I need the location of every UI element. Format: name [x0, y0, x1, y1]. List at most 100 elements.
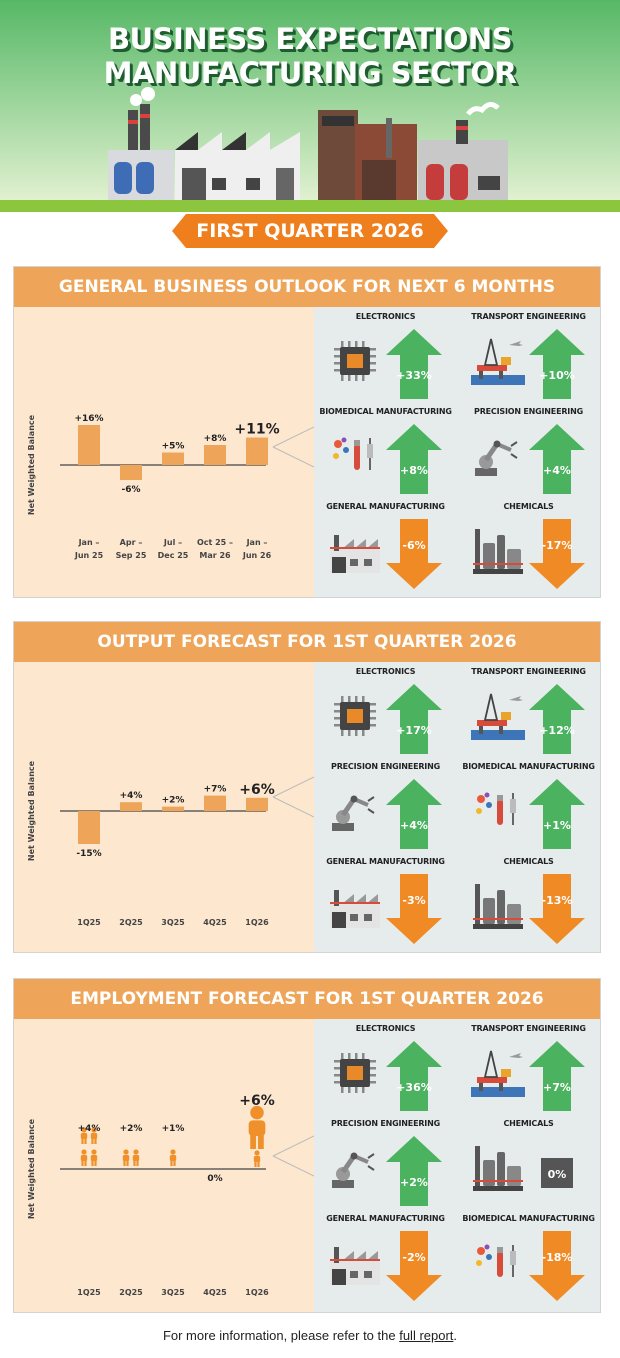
quarter-banner: FIRST QUARTER 2026 [172, 214, 448, 248]
sector-card: BIOMEDICAL MANUFACTURING +1% [457, 757, 600, 850]
category-label: Oct 25 – [197, 538, 233, 547]
title-line-1: BUSINESS EXPECTATIONS [107, 22, 513, 56]
sector-name: TRANSPORT ENGINEERING [471, 1024, 586, 1033]
sector-value: -2% [402, 1251, 425, 1264]
sector-card: GENERAL MANUFACTURING -2% [314, 1209, 457, 1302]
category-label: 3Q25 [161, 918, 185, 927]
sector-card: ELECTRONICS +33% [314, 307, 457, 400]
person-icon [90, 1149, 98, 1166]
chemical-plant-icon [473, 884, 523, 929]
sector-value: +10% [539, 369, 575, 382]
bar [162, 452, 184, 465]
sector-card: PRECISION ENGINEERING +4% [457, 402, 600, 495]
sector-value: +12% [539, 724, 575, 737]
bar [120, 465, 142, 480]
data-label: -15% [76, 849, 101, 859]
pointer-line [272, 1135, 314, 1157]
data-label: +6% [239, 782, 275, 798]
bar [246, 437, 268, 465]
person-icon [169, 1149, 177, 1166]
full-report-link[interactable]: full report [399, 1328, 454, 1343]
data-label: +7% [204, 785, 227, 795]
panel-title: OUTPUT FORECAST FOR 1ST QUARTER 2026 [14, 622, 600, 662]
arrow-up-icon: +4% [529, 424, 585, 494]
sector-card: BIOMEDICAL MANUFACTURING +8% [314, 402, 457, 495]
sector-value: +7% [543, 1081, 571, 1094]
person-icon [132, 1149, 140, 1166]
output-chart: Net Weighted Balance -15% 1Q25 +4% 2Q25 +2% 3Q… [27, 760, 314, 927]
category-label: 2Q25 [119, 1288, 143, 1297]
panel-title: GENERAL BUSINESS OUTLOOK FOR NEXT 6 MONT… [14, 267, 600, 307]
data-label: +2% [120, 1124, 143, 1134]
chip-icon [334, 1053, 376, 1093]
data-label: +1% [162, 1124, 185, 1134]
chip-icon [334, 696, 376, 736]
category-label: 1Q25 [77, 918, 101, 927]
footer-period: . [453, 1328, 458, 1343]
y-axis-label: Net Weighted Balance [27, 414, 36, 515]
category-label: Jul – [163, 538, 182, 547]
quarter-label: FIRST QUARTER 2026 [196, 220, 424, 242]
sector-name: PRECISION ENGINEERING [331, 1119, 440, 1128]
category-label: 2Q25 [119, 918, 143, 927]
y-axis-label: Net Weighted Balance [27, 760, 36, 861]
pointer-line [272, 796, 314, 818]
factory-skyline-illustration [0, 0, 620, 212]
arrow-down-icon: -17% [529, 519, 585, 589]
arrow-down-icon: -18% [529, 1231, 585, 1301]
sector-name: BIOMEDICAL MANUFACTURING [462, 1214, 595, 1223]
y-axis-label: Net Weighted Balance [27, 1118, 36, 1219]
category-label: 1Q25 [77, 1288, 101, 1297]
sector-name: ELECTRONICS [355, 1024, 416, 1033]
sector-name: CHEMICALS [503, 857, 554, 866]
person-icon [80, 1149, 88, 1166]
sector-card: ELECTRONICS +17% [314, 662, 457, 755]
data-label: +4% [78, 1124, 101, 1134]
biomedical-icon [476, 792, 516, 825]
person-icon [253, 1150, 261, 1167]
arrow-up-icon: +1% [529, 779, 585, 849]
sector-name: CHEMICALS [503, 1119, 554, 1128]
sector-card: TRANSPORT ENGINEERING +10% [457, 307, 600, 400]
arrow-up-icon: +8% [386, 424, 442, 494]
sector-card: BIOMEDICAL MANUFACTURING -18% [457, 1209, 600, 1302]
bar [120, 802, 142, 811]
sector-name: PRECISION ENGINEERING [474, 407, 583, 416]
category-label: 4Q25 [203, 1288, 227, 1297]
sector-card: GENERAL MANUFACTURING -3% [314, 852, 457, 945]
outlook-panel: GENERAL BUSINESS OUTLOOK FOR NEXT 6 MONT… [13, 266, 601, 598]
bar [246, 797, 268, 811]
robot-arm-icon [332, 795, 375, 831]
data-label: 0% [207, 1174, 222, 1184]
arrow-down-icon: -13% [529, 874, 585, 944]
sector-grid: ELECTRONICS +17% TRANSPORT ENGINEERING +… [314, 662, 600, 952]
pointer-line [272, 446, 314, 468]
outlook-chart: Net Weighted Balance +16% Jan – Jun 25 -6% Ap… [27, 414, 314, 560]
factory-icon [330, 1247, 380, 1285]
arrow-up-icon: +2% [386, 1136, 442, 1206]
arrow-down-icon: -2% [386, 1231, 442, 1301]
data-label: +6% [239, 1093, 275, 1109]
neutral-box-icon: 0% [541, 1158, 573, 1188]
data-label: +16% [74, 414, 103, 424]
arrow-up-icon: +33% [386, 329, 442, 399]
data-label: +2% [162, 796, 185, 806]
bar [204, 795, 226, 811]
factory-icon [330, 535, 380, 573]
sector-value: +4% [543, 464, 571, 477]
category-label: 3Q25 [161, 1288, 185, 1297]
arrow-up-icon: +7% [529, 1041, 585, 1111]
sector-card: CHEMICALS 0% [457, 1114, 600, 1207]
sector-value: +2% [400, 1176, 428, 1189]
footer-note: For more information, please refer to th… [0, 1328, 620, 1343]
sector-card: PRECISION ENGINEERING +2% [314, 1114, 457, 1207]
category-label: Apr – [120, 538, 143, 547]
sector-name: BIOMEDICAL MANUFACTURING [319, 407, 452, 416]
bar [162, 806, 184, 811]
data-label: +4% [120, 791, 143, 801]
sector-card: TRANSPORT ENGINEERING +7% [457, 1019, 600, 1112]
sector-value: +4% [400, 819, 428, 832]
robot-arm-icon [475, 440, 518, 476]
robot-arm-icon [332, 1152, 375, 1188]
category-label: 4Q25 [203, 918, 227, 927]
